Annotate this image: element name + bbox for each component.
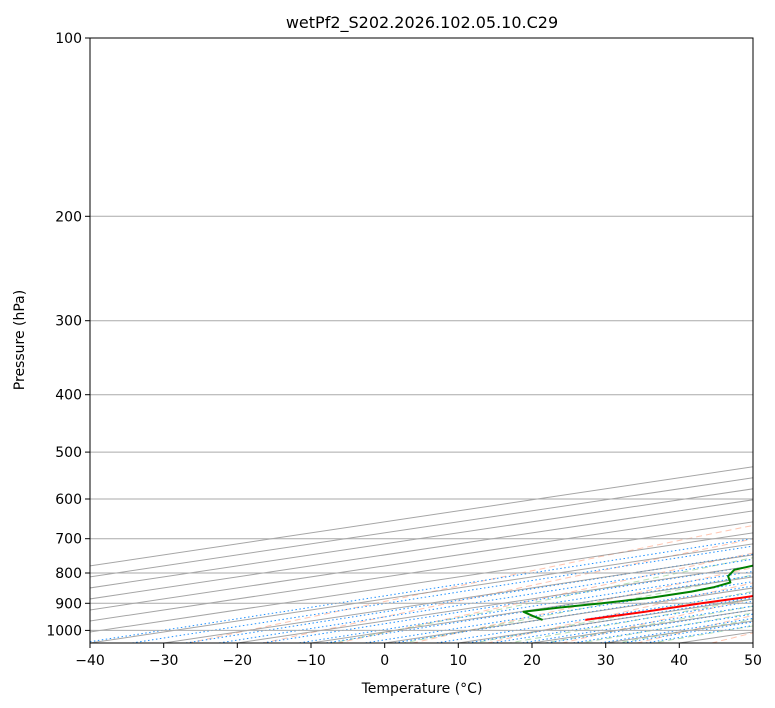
x-axis-ticks: −40 −30 −20 −10 0 10 20 30 40 50 bbox=[75, 643, 762, 669]
pressure-grid bbox=[90, 38, 753, 631]
isotherm-line bbox=[90, 477, 753, 578]
x-tick-label: 10 bbox=[449, 653, 467, 669]
y-tick-label: 500 bbox=[55, 445, 82, 461]
isotherm-line bbox=[605, 620, 753, 643]
isotherm-line bbox=[310, 576, 753, 643]
plot-frame bbox=[89, 37, 754, 644]
mixing-ratio-line bbox=[433, 592, 753, 643]
mixing-ratio-line bbox=[390, 585, 753, 643]
isotherm-line bbox=[90, 466, 753, 567]
moist-adiabat bbox=[542, 605, 753, 643]
isotherm-line bbox=[90, 488, 753, 589]
isotherm-line bbox=[90, 510, 753, 611]
chart-title: wetPf2_S202.2026.102.05.10.C29 bbox=[286, 13, 558, 33]
isotherm-line bbox=[90, 532, 753, 633]
x-tick-label: −20 bbox=[223, 653, 253, 669]
mixing-ratio-line bbox=[128, 545, 753, 643]
y-tick-label: 800 bbox=[55, 566, 82, 582]
mixing-ratio-lines bbox=[90, 538, 753, 643]
x-tick-label: 40 bbox=[670, 653, 688, 669]
y-axis-ticks: 100 200 300 400 500 600 700 800 900 1000 bbox=[46, 31, 90, 639]
dry-adiabat bbox=[410, 567, 753, 643]
isotherm-line bbox=[90, 543, 753, 643]
y-tick-label: 600 bbox=[55, 492, 82, 508]
y-tick-label: 100 bbox=[55, 31, 82, 47]
isotherm-line bbox=[458, 598, 753, 643]
dewpoint-profile bbox=[522, 564, 753, 621]
isotherm-line bbox=[752, 642, 753, 643]
x-tick-label: −40 bbox=[75, 653, 105, 669]
y-tick-label: 1000 bbox=[46, 623, 82, 639]
x-tick-label: 50 bbox=[744, 653, 762, 669]
x-tick-label: −10 bbox=[296, 653, 326, 669]
isotherm-grid bbox=[90, 466, 753, 643]
moist-adiabat bbox=[400, 574, 753, 643]
y-tick-label: 700 bbox=[55, 532, 82, 548]
mixing-ratio-line bbox=[619, 621, 753, 643]
y-tick-label: 300 bbox=[55, 314, 82, 330]
x-tick-label: 0 bbox=[380, 653, 389, 669]
mixing-ratio-line bbox=[569, 613, 753, 643]
y-axis-label: Pressure (hPa) bbox=[12, 290, 28, 390]
x-axis-label: Temperature (°C) bbox=[361, 681, 483, 697]
x-tick-label: 20 bbox=[523, 653, 541, 669]
mixing-ratio-line bbox=[488, 600, 753, 643]
moist-adiabat bbox=[577, 612, 753, 643]
y-tick-label: 400 bbox=[55, 388, 82, 404]
isotherm-line bbox=[90, 521, 753, 622]
y-tick-label: 900 bbox=[55, 596, 82, 612]
isotherm-line bbox=[531, 609, 753, 643]
profile-series bbox=[522, 564, 753, 621]
mixing-ratio-line bbox=[182, 553, 753, 643]
moist-adiabat bbox=[471, 590, 753, 643]
x-tick-label: 30 bbox=[597, 653, 615, 669]
x-tick-label: −30 bbox=[149, 653, 179, 669]
dry-adiabat bbox=[709, 632, 753, 643]
isotherm-line bbox=[384, 587, 753, 643]
mixing-ratio-line bbox=[259, 565, 753, 643]
mixing-ratio-line bbox=[90, 538, 753, 643]
moist-adiabat bbox=[649, 625, 753, 643]
isotherm-line bbox=[90, 499, 753, 600]
y-tick-label: 200 bbox=[55, 209, 82, 225]
